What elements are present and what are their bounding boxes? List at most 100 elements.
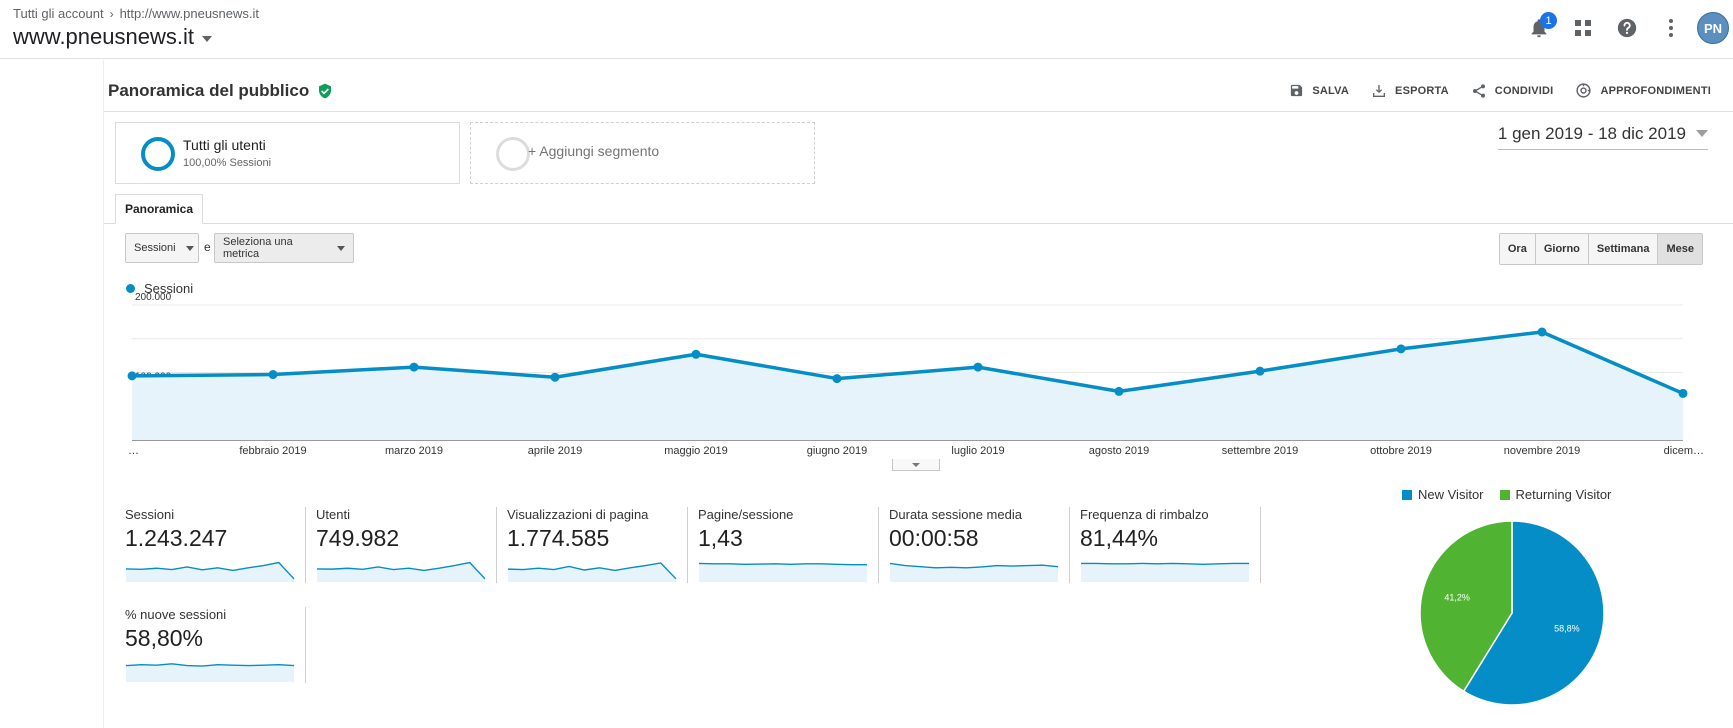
metric-tile[interactable]: Sessioni 1.243.247: [125, 507, 315, 585]
metric-label: Utenti: [316, 507, 350, 522]
metric-label: Durata sessione media: [889, 507, 1022, 522]
metric-value: 81,44%: [1080, 525, 1159, 551]
add-segment-button[interactable]: + Aggiungi segmento: [470, 122, 815, 184]
report-actions: SALVA ESPORTA CONDIVIDI APPROFONDIMENTI: [1289, 82, 1711, 99]
sparkline-line: [507, 562, 677, 580]
chart-collapse-handle[interactable]: [892, 459, 940, 471]
notifications-button[interactable]: 1: [1517, 10, 1561, 46]
empty-segment-ring-icon: [496, 137, 530, 171]
pie-slice-new-visitor: [1462, 520, 1605, 706]
time-granularity-toggle: Ora Giorno Settimana Mese: [1498, 233, 1703, 265]
top-header: Tutti gli account › http://www.pneusnews…: [0, 0, 1733, 59]
granularity-week-button[interactable]: Settimana: [1587, 234, 1658, 264]
metric-sparkline: [125, 663, 295, 682]
verified-shield-icon: [319, 83, 332, 99]
x-tick-label: agosto 2019: [1089, 445, 1150, 457]
notification-badge: 1: [1540, 12, 1557, 29]
tile-separator: [687, 507, 688, 583]
x-tick-label: luglio 2019: [951, 445, 1004, 457]
secondary-metric-select[interactable]: Seleziona una metrica: [214, 233, 354, 263]
metric-conjunction: e: [204, 240, 211, 254]
tab-overview[interactable]: Panoramica: [115, 194, 203, 224]
property-name: www.pneusnews.it: [13, 24, 194, 49]
help-button[interactable]: [1605, 10, 1649, 46]
more-vertical-icon: [1669, 19, 1673, 37]
dropdown-arrow-icon: [337, 245, 345, 251]
granularity-hour-button[interactable]: Ora: [1499, 234, 1535, 264]
metric-label: Frequenza di rimbalzo: [1080, 507, 1209, 522]
pie-slice-label: 41,2%: [1444, 592, 1470, 602]
breadcrumb-current[interactable]: http://www.pneusnews.it: [119, 6, 260, 21]
tile-separator: [1260, 507, 1261, 583]
sessions-data-point: [1678, 388, 1688, 398]
sparkline-line: [125, 663, 295, 667]
metric-value: 58,80%: [125, 625, 204, 651]
granularity-day-button[interactable]: Giorno: [1534, 234, 1588, 264]
metric-tile[interactable]: % nuove sessioni 58,80%: [125, 607, 315, 685]
help-icon: [1617, 18, 1637, 38]
pie-legend-item-new[interactable]: New Visitor: [1402, 487, 1484, 502]
more-options-button[interactable]: [1649, 10, 1693, 46]
tab-divider: [104, 223, 1733, 224]
metric-tile[interactable]: Durata sessione media 00:00:58: [889, 507, 1079, 585]
segment-ring-icon: [141, 137, 175, 171]
date-range-picker[interactable]: 1 gen 2019 - 18 dic 2019: [1497, 124, 1708, 150]
tile-separator: [496, 507, 497, 583]
grid-apps-icon: [1575, 20, 1591, 36]
metric-sparkline: [889, 562, 1059, 582]
tile-separator: [1069, 507, 1070, 583]
sparkline-area: [126, 663, 294, 682]
share-label: CONDIVIDI: [1494, 84, 1554, 97]
sparkline-area: [1081, 563, 1249, 582]
export-label: ESPORTA: [1395, 84, 1449, 97]
x-tick-label: maggio 2019: [664, 445, 728, 457]
sessions-data-point: [1114, 386, 1124, 396]
avatar[interactable]: PN: [1697, 12, 1729, 44]
export-icon: [1373, 84, 1386, 97]
metric-tile[interactable]: Visualizzazioni di pagina 1.774.585: [507, 507, 697, 585]
report-title-block: Panoramica del pubblico: [108, 81, 333, 101]
segment-card-all-users[interactable]: Tutti gli utenti 100,00% Sessioni: [115, 122, 460, 184]
secondary-metric-value: Seleziona una metrica: [223, 236, 293, 260]
x-tick-label: ottobre 2019: [1370, 445, 1432, 457]
metric-sparkline: [125, 561, 295, 582]
legend-label-returning-visitor: Returning Visitor: [1515, 487, 1612, 502]
sessions-data-point: [127, 371, 137, 381]
chevron-down-icon: [912, 462, 920, 467]
breadcrumb-root-link[interactable]: Tutti gli account: [13, 6, 104, 21]
metric-tile[interactable]: Frequenza di rimbalzo 81,44%: [1080, 507, 1270, 585]
sessions-data-point: [268, 370, 278, 380]
pie-slice-label: 58,8%: [1554, 624, 1580, 634]
left-gutter: [0, 60, 104, 728]
sessions-data-point: [973, 362, 983, 372]
legend-swatch: [1499, 489, 1510, 500]
series-dot-icon: [126, 284, 135, 293]
primary-metric-select[interactable]: Sessioni: [125, 233, 199, 263]
sessions-data-point: [832, 374, 842, 384]
sparkline-area: [317, 562, 485, 582]
sparkline-line: [889, 562, 1059, 569]
sessions-data-point: [1537, 327, 1547, 337]
sparkline-line: [698, 562, 867, 566]
pie-legend-item-returning[interactable]: Returning Visitor: [1499, 487, 1612, 502]
export-button[interactable]: ESPORTA: [1371, 83, 1449, 99]
save-label: SALVA: [1312, 84, 1350, 97]
share-icon: [1472, 83, 1485, 98]
legend-label-sessions: Sessioni: [144, 281, 194, 296]
save-button[interactable]: SALVA: [1289, 83, 1349, 98]
chevron-right-icon: ›: [109, 6, 114, 21]
visitor-type-pie-chart: 58,8% 41,2%: [1419, 520, 1605, 706]
property-selector[interactable]: www.pneusnews.it: [13, 24, 212, 50]
x-tick-label: settembre 2019: [1222, 445, 1298, 457]
insights-button[interactable]: APPROFONDIMENTI: [1575, 82, 1711, 99]
sparkline-line: [125, 561, 295, 580]
metric-tile[interactable]: Pagine/sessione 1,43: [698, 507, 888, 585]
share-button[interactable]: CONDIVIDI: [1471, 83, 1554, 99]
granularity-month-button[interactable]: Mese: [1657, 234, 1702, 264]
sessions-data-point: [1396, 344, 1406, 354]
apps-button[interactable]: [1561, 10, 1605, 46]
chart-legend: Sessioni: [126, 281, 193, 296]
metric-tile[interactable]: Utenti 749.982: [316, 507, 506, 585]
header-divider: [104, 111, 1733, 112]
metric-sparkline: [1081, 562, 1249, 582]
